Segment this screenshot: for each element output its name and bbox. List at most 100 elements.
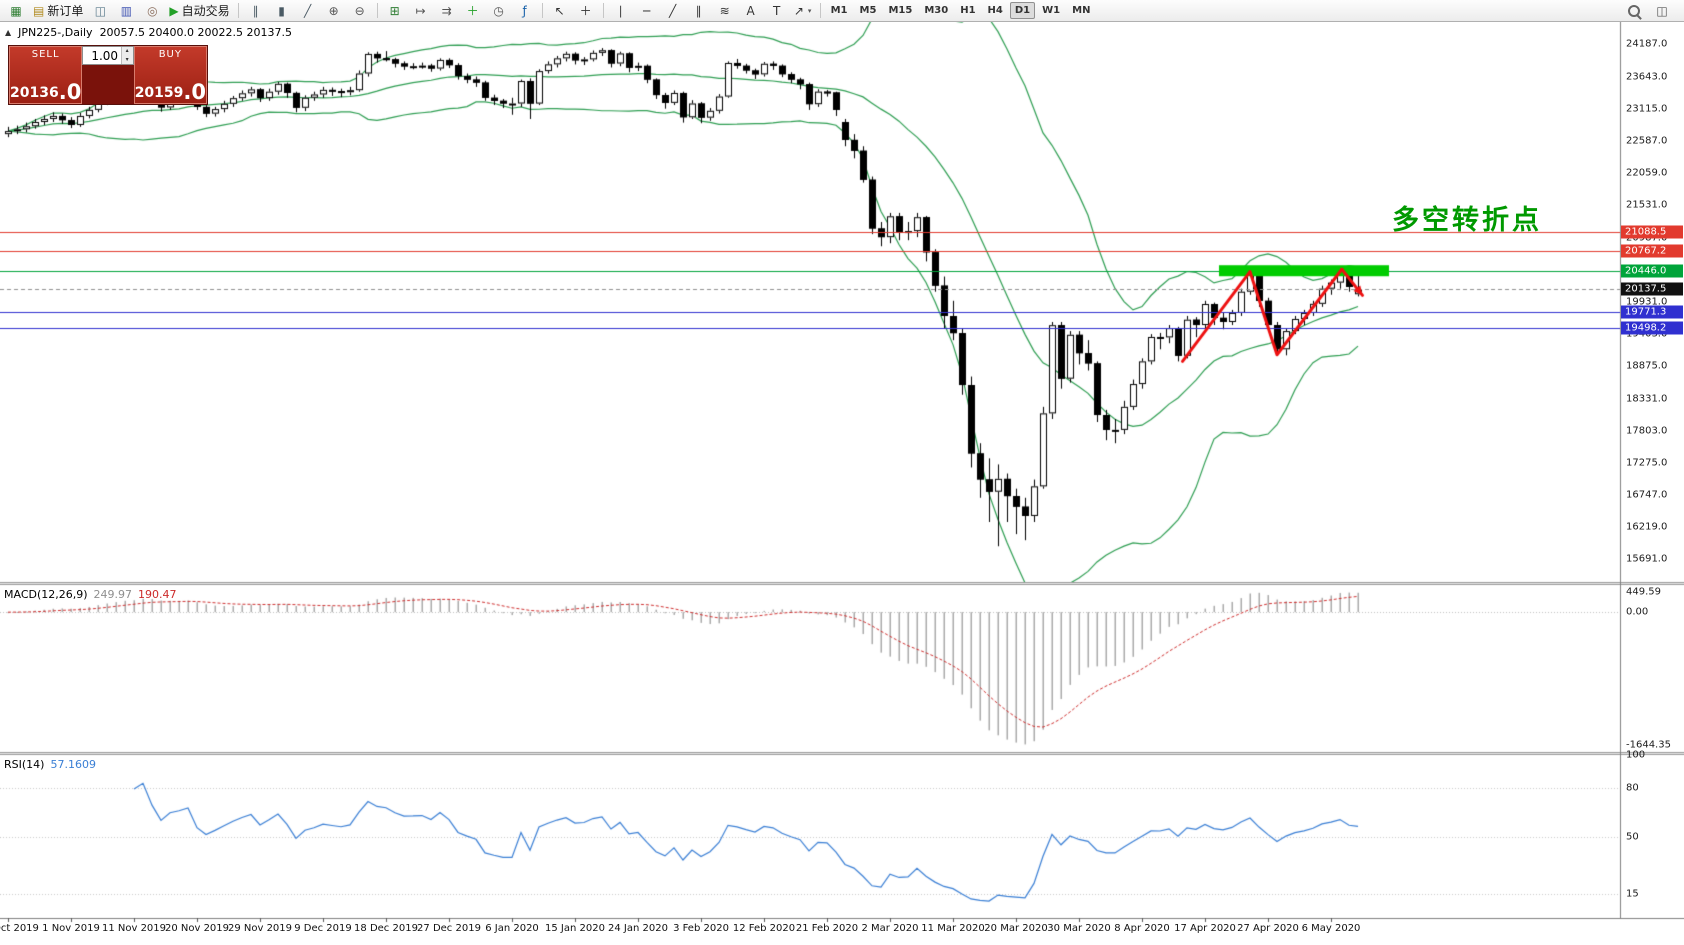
price-scale-label: 17803.0	[1626, 425, 1668, 437]
date-axis-label: 30 Mar 2020	[1047, 923, 1111, 934]
line-chart-type-button[interactable]: ╱	[296, 2, 320, 20]
new-chart-button[interactable]: ＋	[461, 2, 485, 20]
macd-pane-label: MACD(12,26,9) 249.97 190.47	[4, 588, 177, 601]
trendline-icon: ╱	[668, 3, 677, 18]
timeframe-mn-button[interactable]: MN	[1072, 5, 1091, 16]
fibonacci-button[interactable]: ≋	[713, 2, 737, 20]
terminal-button[interactable]: ▦	[4, 2, 28, 20]
date-axis-label: 1 Nov 2019	[42, 923, 100, 934]
tile-windows-button[interactable]: ⊞	[383, 2, 407, 20]
zoom-in-button[interactable]: ⊕	[322, 2, 346, 20]
candlestick-type-button[interactable]: ▮	[270, 2, 294, 20]
arrows-button[interactable]: ↗ ▾	[791, 2, 815, 20]
date-axis-label: 20 Nov 2019	[164, 923, 230, 934]
toolbar: ▦ ▤ 新订单 ◫ ▥ ◎ ▶ 自动交易 ∥ ▮ ╱ ⊕ ⊖ ⊞ ↦ ⇉ ＋ ◷ ƒ ↖ ＋ ∣ ─ ╱ ∥ ≋ A T ↗ ▾ M1 M5 M…	[0, 0, 1684, 22]
price-scale-label: 16747.0	[1626, 489, 1668, 501]
cursor-button[interactable]: ↖	[548, 2, 572, 20]
arrows-icon: ↗	[793, 3, 804, 18]
autotrading-button[interactable]: ▶ 自动交易	[166, 2, 232, 20]
timeframe-w1-button[interactable]: W1	[1042, 5, 1061, 16]
equidistant-channel-button[interactable]: ∥	[687, 2, 711, 20]
horizontal-line-button[interactable]: ─	[635, 2, 659, 20]
autotrading-label: 自动交易	[181, 4, 230, 18]
toolbar-separator	[819, 3, 821, 18]
timeframe-m5-button[interactable]: M5	[859, 5, 877, 16]
window-layout-button[interactable]: ◫	[1650, 2, 1674, 20]
sell-price: 20136 .0	[10, 80, 82, 104]
community-button[interactable]: ◎	[140, 2, 164, 20]
price-tag-19771.3[interactable]: 19771.3	[1621, 305, 1683, 319]
timeframe-m30-button[interactable]: M30	[924, 5, 949, 16]
chart-window-button[interactable]: ◫	[88, 2, 112, 20]
chart-canvas[interactable]	[0, 22, 1684, 945]
candlestick-type-icon: ▮	[278, 3, 285, 18]
date-axis-label: 17 Apr 2020	[1174, 923, 1236, 934]
price-tag-20137.5: 20137.5	[1621, 282, 1683, 296]
annotation-text[interactable]: 多空转折点	[1392, 205, 1542, 236]
auto-scroll-icon: ↦	[415, 3, 426, 18]
volume-down-button[interactable]: ▾	[121, 55, 133, 64]
buy-button[interactable]: BUY 20159 .0	[133, 46, 207, 104]
sell-label: SELL	[31, 49, 60, 60]
terminal-icon: ▦	[10, 3, 22, 18]
price-tag-21088.5[interactable]: 21088.5	[1621, 225, 1683, 239]
bar-chart-type-button[interactable]: ∥	[244, 2, 268, 20]
price-scale-label: 17275.0	[1626, 457, 1668, 469]
rsi-scale-label: 50	[1626, 831, 1639, 842]
price-tag-20446.0[interactable]: 20446.0	[1621, 264, 1683, 278]
indicators-icon: ƒ	[522, 3, 527, 18]
date-axis-label: 6 May 2020	[1301, 923, 1361, 934]
price-scale-label: 24187.0	[1626, 38, 1668, 50]
auto-scroll-button[interactable]: ↦	[409, 2, 433, 20]
timeframe-m15-button[interactable]: M15	[888, 5, 913, 16]
volume-up-button[interactable]: ▴	[121, 47, 133, 56]
macd-value-1: 190.47	[138, 588, 177, 601]
price-scale-label: 18331.0	[1626, 393, 1668, 405]
rsi-value-0: 57.1609	[50, 758, 96, 771]
cursor-icon: ↖	[554, 3, 565, 18]
timeframe-h4-button[interactable]: H4	[987, 5, 1003, 16]
rsi-scale-label: 100	[1626, 749, 1646, 761]
timeframe-d1-button[interactable]: D1	[1009, 2, 1036, 19]
community-icon: ◎	[147, 3, 158, 18]
toolbar-separator	[541, 3, 543, 18]
price-scale-label: 22587.0	[1626, 135, 1668, 147]
period-clock-button[interactable]: ◷	[487, 2, 511, 20]
profiles-button[interactable]: ▥	[114, 2, 138, 20]
one-click-toggle-icon[interactable]: ▲	[5, 28, 12, 37]
timeframe-h1-button[interactable]: H1	[960, 5, 976, 16]
volume-spinner: ▴ ▾	[120, 47, 133, 64]
price-scale-label: 16219.0	[1626, 521, 1668, 533]
rsi-title: RSI(14)	[4, 758, 45, 771]
tile-windows-icon: ⊞	[389, 3, 400, 18]
buy-price-frac: .0	[183, 80, 206, 104]
price-scale-label: 21531.0	[1626, 199, 1668, 211]
sell-price-frac: .0	[58, 80, 82, 104]
trendline-button[interactable]: ╱	[661, 2, 685, 20]
search-button[interactable]	[1622, 2, 1646, 20]
text-label-button[interactable]: T	[765, 2, 789, 20]
fibonacci-icon: ≋	[719, 3, 730, 18]
price-tag-19498.2[interactable]: 19498.2	[1621, 321, 1683, 335]
chart-shift-button[interactable]: ⇉	[435, 2, 459, 20]
date-axis-label: 9 Dec 2019	[294, 923, 352, 934]
vertical-line-button[interactable]: ∣	[609, 2, 633, 20]
new-order-button[interactable]: ▤ 新订单	[30, 2, 86, 20]
indicators-button[interactable]: ƒ	[513, 2, 537, 20]
date-axis-label: 6 Jan 2020	[485, 923, 539, 934]
crosshair-button[interactable]: ＋	[574, 2, 598, 20]
price-tag-20767.2[interactable]: 20767.2	[1621, 244, 1683, 258]
zoom-in-icon: ⊕	[328, 3, 339, 18]
chart-title: JPN225-,Daily	[18, 26, 93, 39]
profiles-icon: ▥	[120, 3, 133, 18]
zoom-out-button[interactable]: ⊖	[348, 2, 372, 20]
volume-input[interactable]	[83, 47, 121, 64]
buy-price: 20159 .0	[135, 80, 206, 104]
text-button[interactable]: A	[739, 2, 763, 20]
date-axis-label: 21 Feb 2020	[795, 923, 859, 934]
date-axis-label: 11 Mar 2020	[921, 923, 985, 934]
timeframe-m1-button[interactable]: M1	[830, 5, 848, 16]
toolbar-separator	[237, 3, 239, 18]
date-axis-label: 23 Oct 2019	[0, 923, 39, 934]
sell-button[interactable]: SELL 20136 .0	[9, 46, 83, 104]
